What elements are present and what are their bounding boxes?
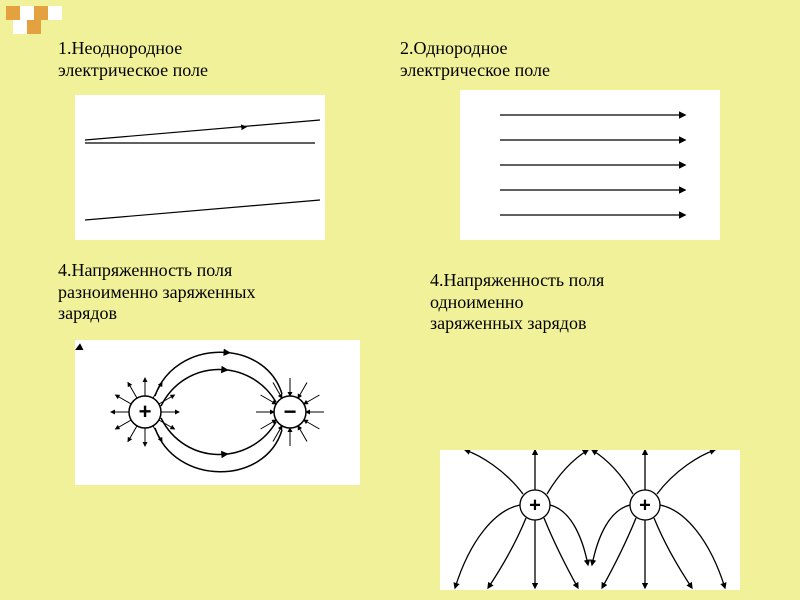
label-nonuniform-field: 1.Неоднородное электрическое поле	[58, 38, 208, 81]
svg-text:+: +	[529, 494, 541, 516]
slide-page: 1.Неоднородное электрическое поле 2.Одно…	[0, 0, 800, 600]
label-uniform-field: 2.Однородное электрическое поле	[400, 38, 550, 81]
diagram-nonuniform-field	[75, 95, 325, 240]
svg-text:−: −	[284, 399, 297, 424]
corner-decoration	[0, 0, 70, 30]
label-like-charges: 4.Напряженность поля одноименно заряженн…	[430, 270, 604, 335]
diagram-uniform-field	[460, 90, 720, 240]
svg-text:+: +	[139, 399, 152, 424]
label-opposite-charges: 4.Напряженность поля разноименно заряжен…	[58, 260, 255, 325]
diagram-like-charges: ++	[440, 450, 740, 590]
svg-text:+: +	[639, 494, 651, 516]
diagram-opposite-charges: +−	[75, 340, 360, 485]
